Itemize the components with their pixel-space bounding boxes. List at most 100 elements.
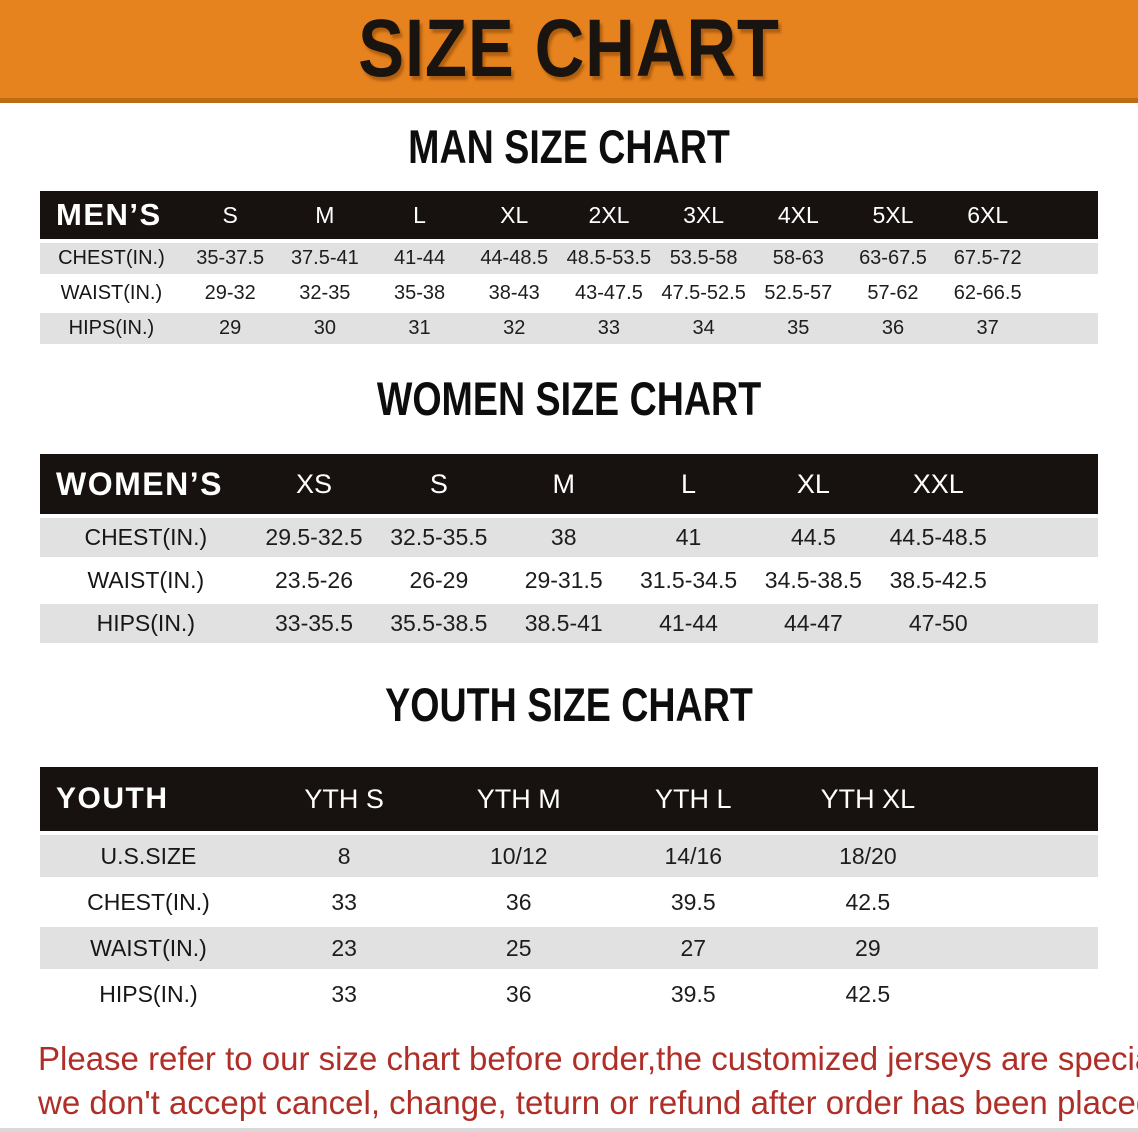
- value-cell: 37.5-41: [277, 239, 373, 276]
- value-cell: 63-67.5: [845, 239, 941, 276]
- youth-section-heading: YOUTH SIZE CHART: [385, 678, 753, 731]
- disclaimer-line-2: we don't accept cancel, change, teturn o…: [38, 1084, 1138, 1121]
- women-table-label: WOMEN’S: [40, 454, 252, 516]
- women-size-column-header: XXL: [875, 454, 1001, 516]
- youth-size-column-header: YTH L: [606, 767, 781, 833]
- youth-header-row: YOUTH YTH S YTH M YTH L YTH XL: [40, 767, 1098, 833]
- value-cell: 36: [845, 309, 941, 344]
- value-cell: 58-63: [750, 239, 846, 276]
- value-cell: 30: [277, 309, 373, 344]
- spacer-cell: [1035, 191, 1098, 241]
- youth-table-label: YOUTH: [40, 767, 257, 833]
- spacer-cell: [1035, 309, 1098, 344]
- spacer-cell: [955, 923, 1098, 971]
- value-cell: 53.5-58: [656, 239, 751, 276]
- women-table-row: WAIST(IN.) 23.5-26 26-29 29-31.5 31.5-34.5 34…: [40, 557, 1098, 602]
- spacer-cell: [955, 831, 1098, 879]
- men-size-column-header: M: [277, 191, 373, 241]
- value-cell: 32-35: [277, 274, 373, 311]
- row-label: HIPS(IN.): [40, 309, 183, 344]
- value-cell: 57-62: [845, 274, 941, 311]
- men-table-label: MEN’S: [40, 191, 183, 241]
- value-cell: 29: [182, 309, 278, 344]
- value-cell: 33: [561, 309, 657, 344]
- value-cell: 52.5-57: [750, 274, 846, 311]
- spacer-cell: [955, 969, 1098, 1015]
- men-size-column-header: L: [372, 191, 467, 241]
- size-chart-banner: SIZE CHART: [0, 0, 1138, 103]
- men-header-row: MEN’S S M L XL 2XL 3XL 4XL 5XL 6XL: [40, 191, 1098, 241]
- bottom-edge-strip: [0, 1128, 1138, 1132]
- men-size-column-header: S: [182, 191, 278, 241]
- spacer-cell: [1035, 274, 1098, 311]
- value-cell: 8: [256, 831, 432, 879]
- men-size-column-header: XL: [466, 191, 562, 241]
- women-table-row: CHEST(IN.) 29.5-32.5 32.5-35.5 38 41 44.5 44.5…: [40, 514, 1098, 559]
- men-size-column-header: 2XL: [561, 191, 657, 241]
- value-cell: 47.5-52.5: [656, 274, 751, 311]
- spacer-cell: [955, 767, 1098, 833]
- value-cell: 43-47.5: [561, 274, 657, 311]
- value-cell: 29: [780, 923, 956, 971]
- value-cell: 29-32: [182, 274, 278, 311]
- value-cell: 18/20: [780, 831, 956, 879]
- value-cell: 44-47: [750, 600, 876, 643]
- women-size-column-header: XL: [750, 454, 876, 516]
- value-cell: 36: [431, 969, 606, 1015]
- value-cell: 41-44: [626, 600, 751, 643]
- mens-size-table: MEN’S S M L XL 2XL 3XL 4XL 5XL 6XL CHEST(IN.) 35-37…: [40, 191, 1098, 344]
- value-cell: 23.5-26: [251, 557, 377, 602]
- value-cell: 41: [626, 514, 751, 559]
- row-label: HIPS(IN.): [40, 969, 257, 1015]
- banner-title: SIZE CHART: [358, 3, 780, 94]
- order-disclaimer: Please refer to our size chart before or…: [38, 1037, 1138, 1125]
- value-cell: 42.5: [780, 969, 956, 1015]
- men-table-row: HIPS(IN.) 29 30 31 32 33 34 35 36 37: [40, 309, 1098, 344]
- womens-size-table: WOMEN’S XS S M L XL XXL CHEST(IN.) 29.5-32.5 32.5…: [40, 454, 1098, 643]
- spacer-cell: [1000, 454, 1098, 516]
- value-cell: 38-43: [466, 274, 562, 311]
- value-cell: 38: [501, 514, 627, 559]
- value-cell: 27: [606, 923, 781, 971]
- value-cell: 32: [466, 309, 562, 344]
- value-cell: 38.5-42.5: [875, 557, 1001, 602]
- women-size-column-header: M: [501, 454, 627, 516]
- men-size-column-header: 3XL: [656, 191, 751, 241]
- value-cell: 42.5: [780, 877, 956, 925]
- value-cell: 36: [431, 877, 606, 925]
- value-cell: 47-50: [875, 600, 1001, 643]
- value-cell: 35: [750, 309, 846, 344]
- row-label: WAIST(IN.): [40, 923, 257, 971]
- men-table-row: CHEST(IN.) 35-37.5 37.5-41 41-44 44-48.5 48.5…: [40, 239, 1098, 276]
- youth-size-column-header: YTH S: [256, 767, 432, 833]
- spacer-cell: [1000, 600, 1098, 643]
- value-cell: 39.5: [606, 969, 781, 1015]
- row-label: WAIST(IN.): [40, 274, 183, 311]
- value-cell: 26-29: [376, 557, 502, 602]
- youth-table-row: CHEST(IN.) 33 36 39.5 42.5: [40, 877, 1098, 925]
- value-cell: 25: [431, 923, 606, 971]
- value-cell: 62-66.5: [940, 274, 1036, 311]
- women-size-column-header: S: [376, 454, 502, 516]
- value-cell: 29-31.5: [501, 557, 627, 602]
- value-cell: 41-44: [372, 239, 467, 276]
- value-cell: 14/16: [606, 831, 781, 879]
- disclaimer-line-1: Please refer to our size chart before or…: [38, 1040, 1138, 1077]
- value-cell: 37: [940, 309, 1036, 344]
- value-cell: 35-38: [372, 274, 467, 311]
- value-cell: 39.5: [606, 877, 781, 925]
- value-cell: 34: [656, 309, 751, 344]
- men-size-column-header: 6XL: [940, 191, 1036, 241]
- value-cell: 44.5-48.5: [875, 514, 1001, 559]
- men-size-column-header: 4XL: [750, 191, 846, 241]
- value-cell: 38.5-41: [501, 600, 627, 643]
- value-cell: 33: [256, 877, 432, 925]
- row-label: U.S.SIZE: [40, 831, 257, 879]
- spacer-cell: [1000, 557, 1098, 602]
- women-header-row: WOMEN’S XS S M L XL XXL: [40, 454, 1098, 516]
- value-cell: 33-35.5: [251, 600, 377, 643]
- youth-table-row: WAIST(IN.) 23 25 27 29: [40, 923, 1098, 971]
- men-size-column-header: 5XL: [845, 191, 941, 241]
- value-cell: 67.5-72: [940, 239, 1036, 276]
- spacer-cell: [1035, 239, 1098, 276]
